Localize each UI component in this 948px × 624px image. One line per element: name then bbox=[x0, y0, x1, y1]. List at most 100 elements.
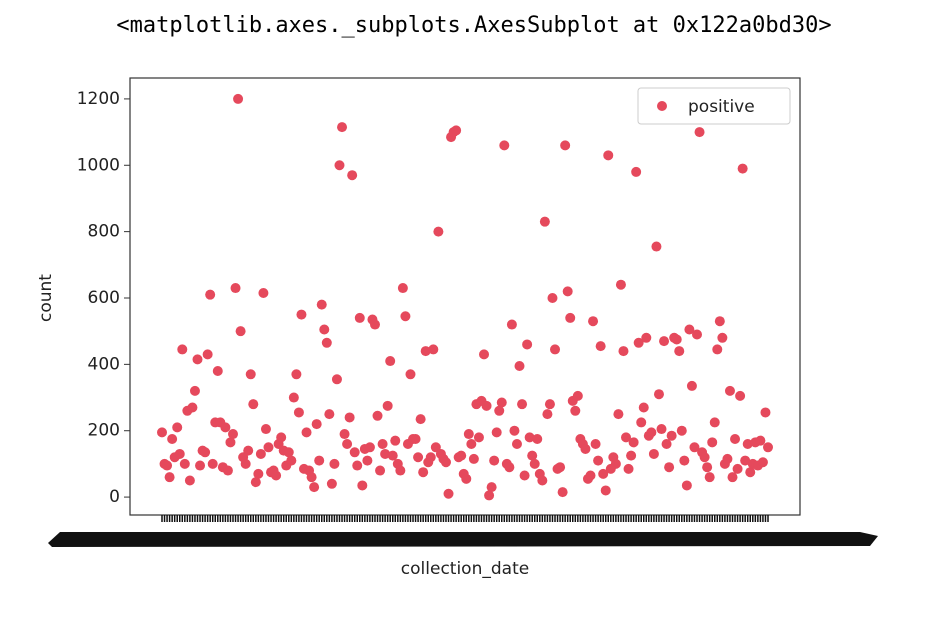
scatter-point bbox=[489, 455, 500, 466]
scatter-point bbox=[440, 457, 451, 468]
scatter-point bbox=[692, 329, 703, 340]
scatter-point bbox=[651, 241, 662, 252]
scatter-point bbox=[248, 399, 259, 410]
scatter-point bbox=[671, 334, 682, 345]
scatter-point bbox=[517, 399, 528, 410]
scatter-point bbox=[709, 417, 720, 428]
scatter-point bbox=[162, 460, 173, 471]
scatter-point bbox=[550, 344, 561, 355]
scatter-point bbox=[397, 283, 408, 294]
scatter-point bbox=[732, 463, 743, 474]
y-tick-label: 400 bbox=[88, 354, 120, 374]
scatter-point bbox=[689, 442, 700, 453]
scatter-point bbox=[456, 450, 467, 461]
scatter-point bbox=[473, 432, 484, 443]
scatter-point bbox=[235, 326, 246, 337]
scatter-point bbox=[167, 434, 178, 445]
scatter-point bbox=[451, 125, 462, 136]
legend-box bbox=[637, 87, 791, 125]
scatter-point bbox=[760, 407, 771, 418]
scatter-point bbox=[385, 356, 396, 367]
scatter-point bbox=[354, 312, 365, 323]
scatter-point bbox=[570, 405, 581, 416]
scatter-point bbox=[245, 369, 256, 380]
scatter-point bbox=[666, 430, 677, 441]
scatter-point bbox=[177, 344, 188, 355]
scatter-point bbox=[565, 312, 576, 323]
scatter-point bbox=[636, 417, 647, 428]
scatter-point bbox=[562, 286, 573, 297]
scatter-point bbox=[243, 445, 254, 456]
scatter-point bbox=[494, 405, 505, 416]
scatter-point bbox=[347, 170, 358, 181]
scatter-point bbox=[291, 369, 302, 380]
scatter-point bbox=[656, 424, 667, 435]
scatter-point bbox=[686, 380, 697, 391]
scatter-point bbox=[189, 385, 200, 396]
scatter-point bbox=[172, 422, 183, 433]
scatter-point bbox=[420, 346, 431, 357]
output-header: <matplotlib.axes._subplots.AxesSubplot a… bbox=[116, 13, 831, 38]
scatter-point bbox=[220, 422, 231, 433]
scatter-point bbox=[205, 289, 216, 300]
scatter-point bbox=[425, 452, 436, 463]
scatter-point bbox=[334, 160, 345, 171]
scatter-point bbox=[461, 473, 472, 484]
y-tick-label: 800 bbox=[88, 222, 120, 242]
scatter-point bbox=[415, 414, 426, 425]
scatter-point bbox=[613, 409, 624, 420]
scatter-point bbox=[555, 462, 566, 473]
scatter-point bbox=[357, 480, 368, 491]
scatter-point bbox=[560, 140, 571, 151]
scatter-point bbox=[653, 389, 664, 400]
scatter-point bbox=[539, 216, 550, 227]
scatter-point bbox=[659, 336, 670, 347]
scatter-point bbox=[598, 468, 609, 479]
scatter-point bbox=[375, 465, 386, 476]
scatter-point bbox=[468, 453, 479, 464]
scatter-point bbox=[174, 448, 185, 459]
scatter-point bbox=[588, 316, 599, 327]
scatter-point bbox=[763, 442, 773, 453]
scatter-point bbox=[200, 447, 211, 458]
scatter-point bbox=[253, 468, 264, 479]
scatter-point bbox=[418, 467, 429, 478]
scatter-point bbox=[532, 434, 543, 445]
scatter-point bbox=[463, 429, 474, 440]
scatter-point bbox=[615, 279, 626, 290]
scatter-point bbox=[352, 460, 363, 471]
scatter-point bbox=[633, 337, 644, 348]
scatter-point bbox=[230, 283, 241, 294]
scatter-point bbox=[428, 344, 439, 355]
scatter-point bbox=[250, 477, 261, 488]
scatter-point bbox=[542, 409, 553, 420]
scatter-point bbox=[661, 438, 672, 449]
x-tick-label-overlap bbox=[48, 532, 878, 547]
scatter-point bbox=[319, 324, 330, 335]
scatter-point bbox=[702, 462, 713, 473]
scatter-point bbox=[600, 485, 611, 496]
scatter-point bbox=[638, 402, 649, 413]
scatter-point bbox=[699, 452, 710, 463]
scatter-point bbox=[321, 337, 332, 348]
y-axis-label: count bbox=[36, 274, 56, 322]
scatter-point bbox=[684, 324, 695, 335]
scatter-point bbox=[288, 392, 299, 403]
y-tick-label: 200 bbox=[88, 421, 120, 441]
scatter-point bbox=[342, 438, 353, 449]
scatter-point bbox=[362, 455, 373, 466]
scatter-point bbox=[504, 462, 515, 473]
scatter-point bbox=[207, 458, 218, 469]
scatter-point bbox=[276, 432, 287, 443]
scatter-point bbox=[184, 475, 195, 486]
scatter-point bbox=[623, 463, 634, 474]
scatter-point bbox=[522, 339, 533, 350]
scatter-point bbox=[628, 437, 639, 448]
scatter-point bbox=[306, 472, 317, 483]
scatter-point bbox=[557, 487, 568, 498]
scatter-point bbox=[524, 432, 535, 443]
scatter-point bbox=[227, 429, 238, 440]
scatter-point bbox=[537, 475, 548, 486]
scatter-point bbox=[314, 455, 325, 466]
scatter-point bbox=[202, 349, 213, 360]
